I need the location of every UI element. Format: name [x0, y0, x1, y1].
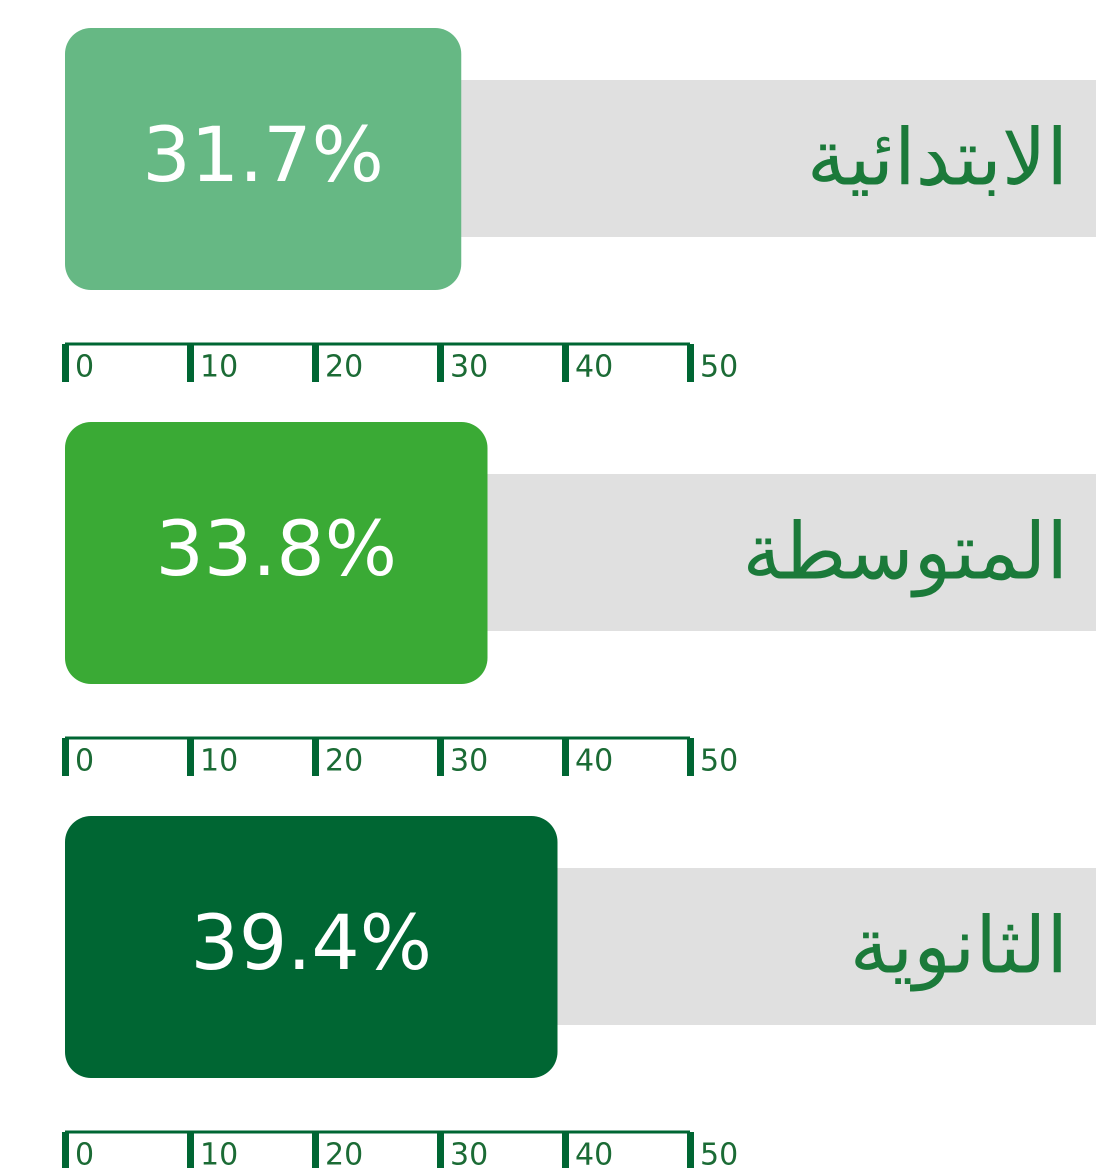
x-tick-label: 10: [200, 1138, 238, 1168]
tick-mark: [562, 344, 569, 382]
tick-mark: [437, 738, 444, 776]
bar: [65, 422, 488, 684]
tick-mark: [62, 344, 69, 382]
x-tick-label: 30: [450, 744, 488, 779]
x-tick-label: 50: [700, 744, 738, 779]
tick-mark: [187, 738, 194, 776]
category-label: الابتدائية: [807, 113, 1068, 203]
x-tick-label: 30: [450, 1138, 488, 1168]
value-label: 39.4%: [191, 898, 432, 987]
x-tick-label: 40: [575, 1138, 613, 1168]
x-tick-label: 10: [200, 350, 238, 385]
x-tick-label: 0: [75, 350, 94, 385]
category-label: المتوسطة: [742, 507, 1068, 598]
tick-mark: [187, 344, 194, 382]
value-label: 33.8%: [156, 504, 397, 593]
tick-mark: [187, 1132, 194, 1168]
bar: [65, 816, 558, 1078]
tick-mark: [687, 1132, 694, 1168]
x-tick-label: 40: [575, 350, 613, 385]
value-label: 31.7%: [142, 110, 383, 199]
x-tick-label: 10: [200, 744, 238, 779]
tick-mark: [687, 738, 694, 776]
x-tick-label: 30: [450, 350, 488, 385]
tick-mark: [562, 1132, 569, 1168]
x-tick-label: 0: [75, 744, 94, 779]
category-label: الثانوية: [850, 901, 1068, 992]
tick-mark: [437, 1132, 444, 1168]
tick-mark: [562, 738, 569, 776]
x-tick-label: 40: [575, 744, 613, 779]
tick-mark: [312, 1132, 319, 1168]
x-tick-label: 0: [75, 1138, 94, 1168]
x-tick-label: 20: [325, 1138, 363, 1168]
bar: [65, 28, 462, 290]
tick-mark: [312, 344, 319, 382]
x-tick-label: 20: [325, 744, 363, 779]
x-tick-label: 20: [325, 350, 363, 385]
tick-mark: [62, 1132, 69, 1168]
x-tick-label: 50: [700, 350, 738, 385]
tick-mark: [312, 738, 319, 776]
track: [300, 80, 1096, 237]
tick-mark: [687, 344, 694, 382]
track: [300, 474, 1096, 631]
x-tick-label: 50: [700, 1138, 738, 1168]
tick-mark: [62, 738, 69, 776]
tick-mark: [437, 344, 444, 382]
